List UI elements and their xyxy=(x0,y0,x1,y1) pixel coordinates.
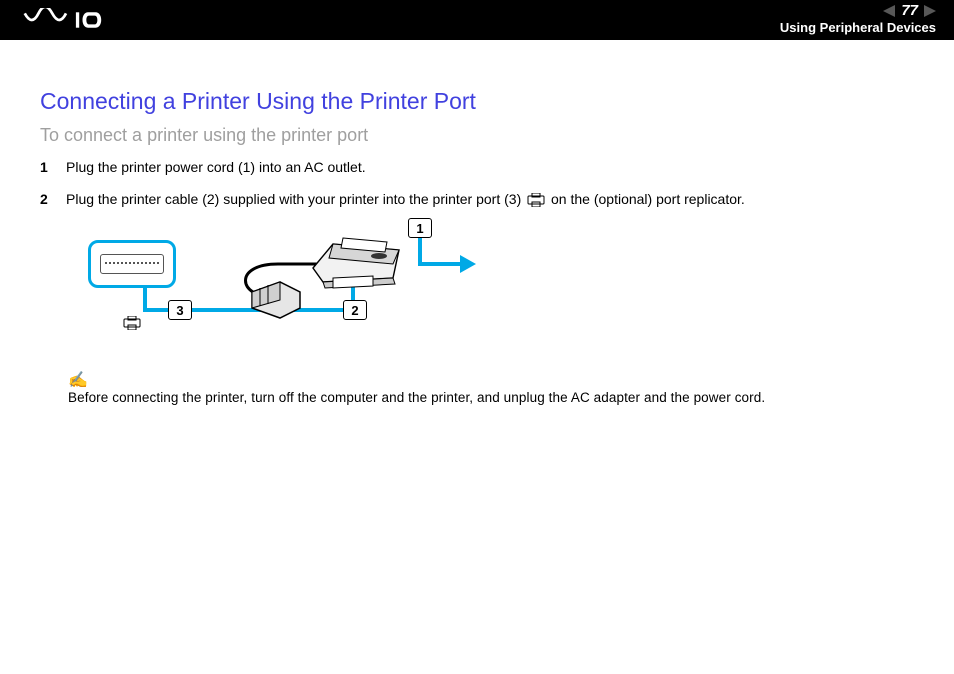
parallel-port-icon xyxy=(100,254,164,274)
diagram-label-2: 2 xyxy=(343,300,367,320)
printer-icon xyxy=(303,234,413,294)
step-number: 2 xyxy=(40,190,66,208)
note-text: Before connecting the printer, turn off … xyxy=(68,390,914,405)
arrow-left-icon[interactable] xyxy=(883,5,895,17)
page-nav: 77 xyxy=(883,2,936,19)
diagram-label-1: 1 xyxy=(408,218,432,238)
vaio-logo xyxy=(22,8,132,32)
diagram-label-3: 3 xyxy=(168,300,192,320)
section-label: Using Peripheral Devices xyxy=(780,20,936,35)
page-subtitle: To connect a printer using the printer p… xyxy=(40,125,914,146)
note-icon: ✍ xyxy=(68,370,914,390)
step-text: Plug the printer power cord (1) into an … xyxy=(66,158,366,176)
step-row: 2 Plug the printer cable (2) supplied wi… xyxy=(40,190,914,208)
step-text-b: on the (optional) port replicator. xyxy=(551,191,745,207)
header-bar: 77 Using Peripheral Devices xyxy=(0,0,954,40)
arrow-right-icon[interactable] xyxy=(924,5,936,17)
printer-port-icon xyxy=(527,193,545,207)
step-text: Plug the printer cable (2) supplied with… xyxy=(66,190,745,208)
diagram-connector xyxy=(418,262,460,266)
printer-port-box xyxy=(88,240,176,288)
step-text-a: Plug the printer cable (2) supplied with… xyxy=(66,191,525,207)
arrow-right-icon xyxy=(460,255,476,273)
page-title: Connecting a Printer Using the Printer P… xyxy=(40,88,914,115)
cable-plug-icon xyxy=(246,278,306,326)
printer-port-icon xyxy=(123,316,141,330)
page-number: 77 xyxy=(901,2,918,19)
content-area: Connecting a Printer Using the Printer P… xyxy=(0,40,954,405)
step-number: 1 xyxy=(40,158,66,176)
step-row: 1 Plug the printer power cord (1) into a… xyxy=(40,158,914,176)
connection-diagram: 1 2 3 xyxy=(88,222,508,352)
